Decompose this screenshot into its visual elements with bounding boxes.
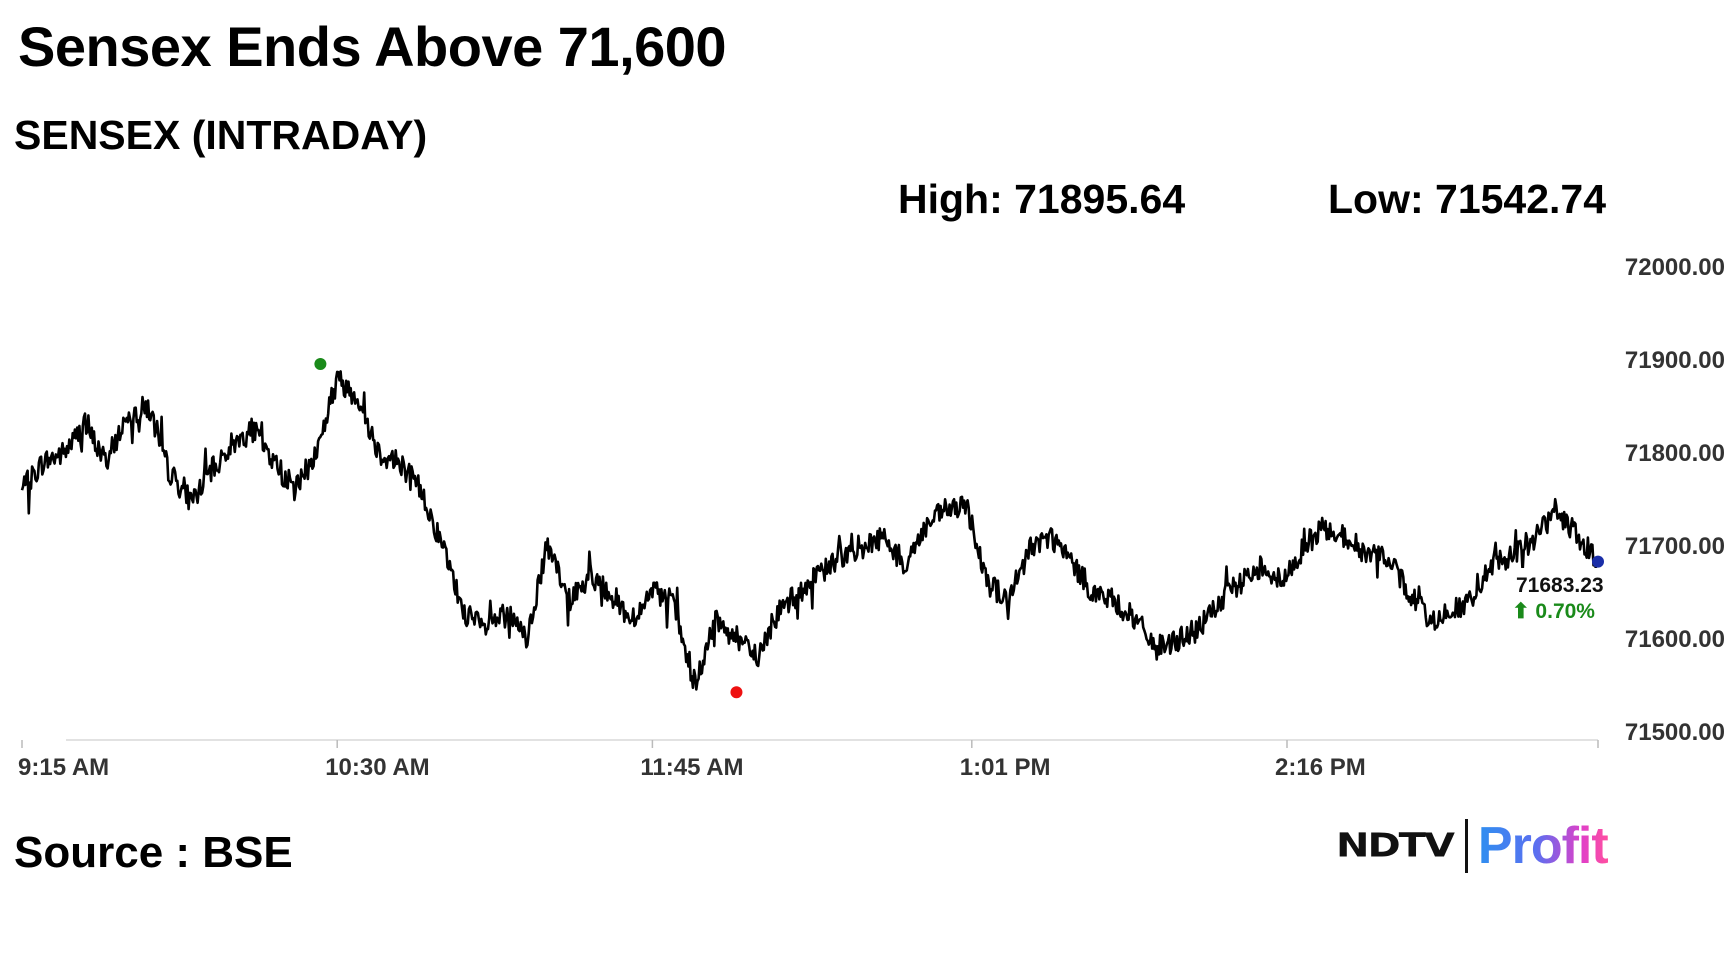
logo-divider	[1464, 819, 1468, 873]
y-tick-label: 71800.00	[1625, 440, 1725, 467]
logo-product-text: Profit	[1477, 817, 1609, 875]
x-tick-label: 9:15 AM	[18, 754, 109, 781]
y-tick-label: 71700.00	[1625, 533, 1725, 560]
day-low-label: Low: 71542.74	[1328, 176, 1607, 222]
y-tick-label: 72000.00	[1625, 254, 1725, 281]
last-value-label: 71683.23	[1516, 574, 1604, 597]
last-value-box	[1510, 568, 1598, 626]
x-tick-label: 10:30 AM	[325, 754, 429, 781]
source-note: Source : BSE	[14, 828, 293, 877]
last-point-marker	[1592, 555, 1604, 568]
x-tick-label: 1:01 PM	[960, 754, 1051, 781]
x-tick-label: 2:16 PM	[1275, 754, 1366, 781]
logo-brand-text: NDTV	[1336, 827, 1455, 865]
chart-headline: Sensex Ends Above 71,600	[18, 15, 727, 78]
y-tick-label: 71600.00	[1625, 626, 1725, 653]
ndtv-profit-logo: NDTV Profit	[1336, 816, 1609, 876]
y-tick-label: 71900.00	[1625, 347, 1725, 374]
chart-title: SENSEX (INTRADAY)	[14, 112, 428, 158]
day-high-label: High: 71895.64	[898, 176, 1186, 222]
y-tick-label: 71500.00	[1625, 719, 1725, 746]
x-tick-label: 11:45 AM	[640, 754, 743, 781]
low-point-marker	[730, 686, 743, 699]
change-percent-label: ⬆ 0.70%	[1512, 600, 1595, 623]
high-point-marker	[314, 358, 327, 371]
sensex-series-line	[20, 370, 1600, 691]
